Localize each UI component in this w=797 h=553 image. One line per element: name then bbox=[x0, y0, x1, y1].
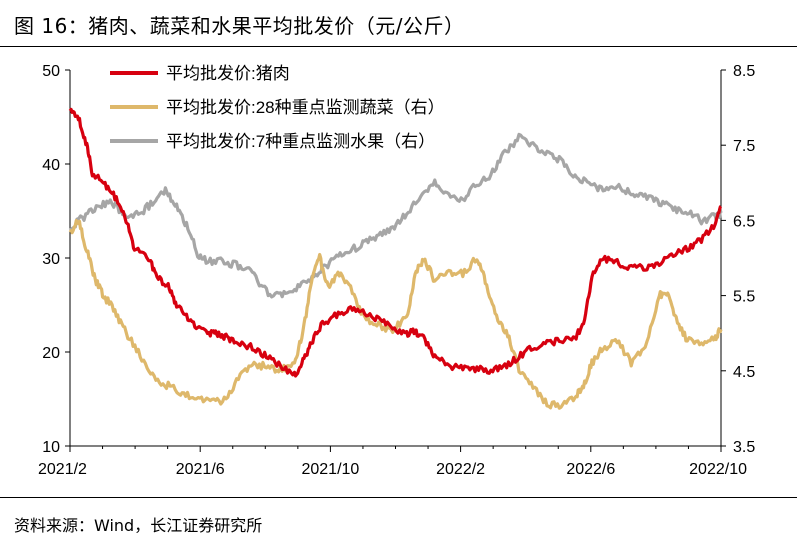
x-tick-label: 2022/10 bbox=[689, 461, 747, 478]
x-tick-label: 2022/6 bbox=[566, 461, 615, 478]
series-line-0 bbox=[68, 107, 723, 378]
bottom-rule bbox=[0, 497, 797, 498]
legend-label-0: 平均批发价:猪肉 bbox=[166, 64, 290, 83]
figure-title: 图 16：猪肉、蔬菜和水果平均批发价（元/公斤） bbox=[14, 14, 465, 38]
x-tick-label: 2021/2 bbox=[38, 461, 87, 478]
x-tick-label: 2022/2 bbox=[436, 461, 485, 478]
y-right-tick-label: 3.5 bbox=[733, 439, 755, 456]
y-left-tick-label: 50 bbox=[42, 63, 60, 80]
y-left-tick-label: 40 bbox=[42, 157, 60, 174]
y-left-tick-label: 10 bbox=[42, 439, 60, 456]
line-chart: 10 20 30 40 50 3.5 4.5 5.5 6.5 7.5 8.5 2021/2 2021/6… bbox=[38, 63, 755, 478]
y-left-tick-label: 30 bbox=[42, 251, 60, 268]
series-line-2 bbox=[68, 132, 723, 299]
source-note: 资料来源：Wind，长江证券研究所 bbox=[14, 516, 263, 535]
x-tick-label: 2021/10 bbox=[301, 461, 359, 478]
y-right-tick-label: 7.5 bbox=[733, 138, 755, 155]
x-tick-label: 2021/6 bbox=[176, 461, 225, 478]
top-rule bbox=[0, 46, 797, 47]
y-right-tick-label: 4.5 bbox=[733, 364, 755, 381]
legend-label-1: 平均批发价:28种重点监测蔬菜（右） bbox=[166, 98, 445, 117]
y-left-tick-label: 20 bbox=[42, 345, 60, 362]
legend-label-2: 平均批发价:7种重点监测水果（右） bbox=[166, 132, 435, 151]
y-right-tick-label: 6.5 bbox=[733, 213, 755, 230]
y-right-tick-label: 5.5 bbox=[733, 289, 755, 306]
y-right-tick-label: 8.5 bbox=[733, 63, 755, 80]
series-line-1 bbox=[68, 218, 723, 410]
